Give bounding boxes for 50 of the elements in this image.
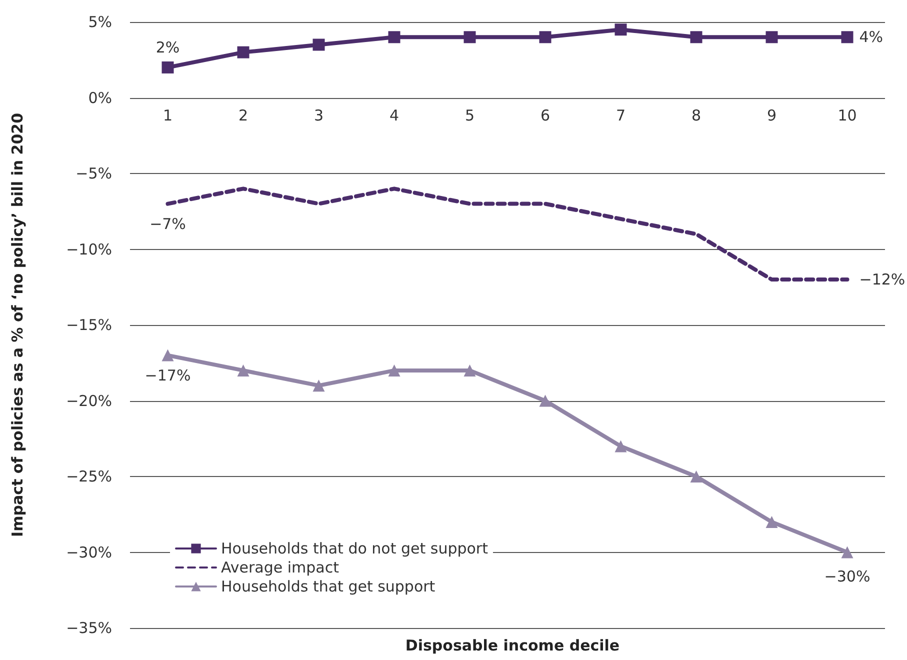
point xyxy=(690,470,702,482)
point xyxy=(162,349,174,362)
x-tick-label: 4 xyxy=(389,106,400,124)
point xyxy=(614,24,627,36)
annotation: −17% xyxy=(144,366,191,384)
y-axis-title: Impact of policies as a % of ‘no policy’ bill in 2020 xyxy=(8,112,26,538)
point xyxy=(237,46,250,58)
point xyxy=(766,516,778,528)
annotation: −7% xyxy=(150,214,186,233)
y-tick-label: −35% xyxy=(66,619,112,637)
point xyxy=(539,31,552,44)
x-tick-label: 6 xyxy=(540,106,550,124)
y-tick-label: −25% xyxy=(66,468,112,486)
point xyxy=(690,31,702,44)
legend-label: Average impact xyxy=(221,558,340,576)
point xyxy=(614,440,627,452)
point xyxy=(539,394,552,407)
x-tick-label: 7 xyxy=(616,106,626,124)
point xyxy=(388,364,400,376)
y-tick-label: −5% xyxy=(76,164,112,182)
point xyxy=(312,380,325,392)
point xyxy=(237,364,250,376)
point xyxy=(841,546,854,558)
point xyxy=(766,31,778,44)
annotation: 2% xyxy=(156,38,180,56)
annotation: −30% xyxy=(824,567,870,586)
point xyxy=(841,31,854,44)
y-tick-label: −20% xyxy=(66,392,112,410)
annotation: −12% xyxy=(859,270,906,289)
y-tick-label: 5% xyxy=(88,13,112,31)
legend-label: Households that get support xyxy=(221,578,436,596)
legend-label: Households that do not get support xyxy=(221,540,488,558)
point xyxy=(388,31,400,44)
y-tick-label: −30% xyxy=(66,543,112,562)
point xyxy=(162,61,174,74)
y-tick-label: −15% xyxy=(66,316,112,334)
x-tick-label: 5 xyxy=(464,106,475,124)
x-tick-label: 8 xyxy=(691,106,702,124)
x-axis-title: Disposable income decile xyxy=(405,636,620,654)
point xyxy=(312,38,325,51)
x-tick-label: 3 xyxy=(314,106,324,124)
x-tick-label: 1 xyxy=(162,106,173,124)
point xyxy=(464,364,476,376)
x-tick-label: 2 xyxy=(238,106,248,124)
y-tick-label: 0% xyxy=(88,88,112,107)
x-tick-label: 9 xyxy=(766,106,777,124)
x-tick-label: 10 xyxy=(838,106,857,124)
y-tick-label: −10% xyxy=(66,240,112,258)
point xyxy=(464,31,476,44)
annotation: 4% xyxy=(859,28,884,46)
